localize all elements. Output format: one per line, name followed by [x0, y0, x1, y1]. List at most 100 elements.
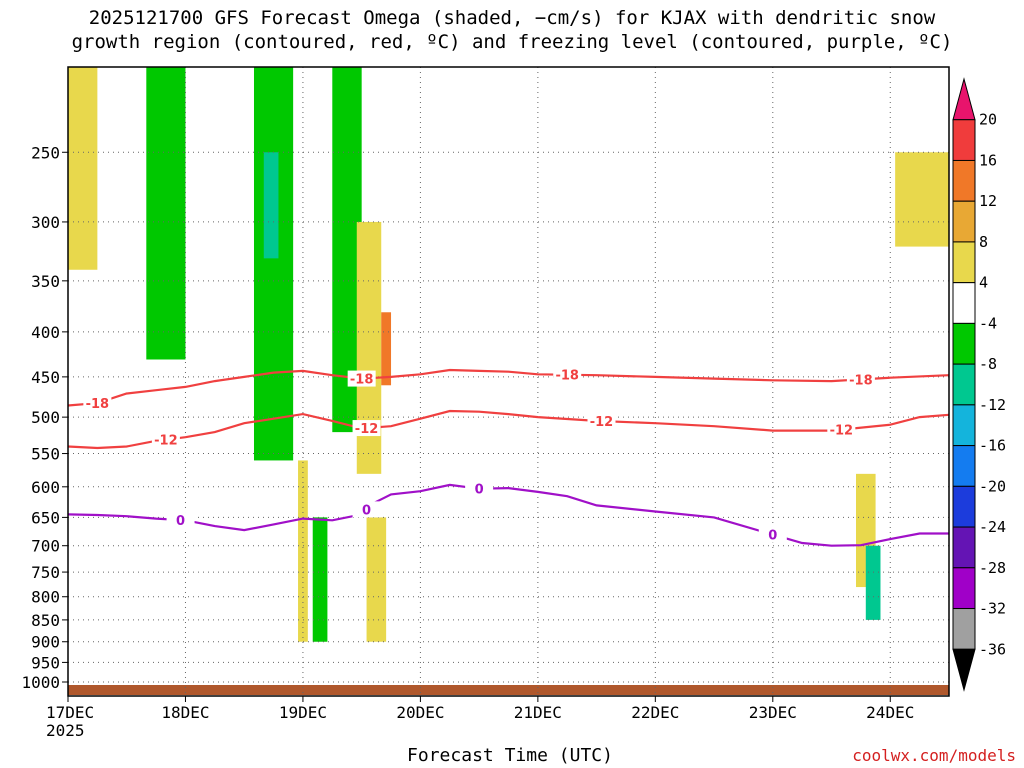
- contour-label-bg-1-1: [352, 420, 381, 437]
- y-tick-label-1: 300: [31, 213, 60, 232]
- colorbar-label-5: -4: [979, 314, 997, 332]
- x-tick-label-7: 24DEC: [866, 703, 914, 722]
- contour-label-2-3: 0: [768, 529, 777, 544]
- colorbar-label-11: -28: [979, 559, 1006, 577]
- omega-region-9: [366, 517, 387, 642]
- colorbar-swatch-8: [952, 404, 976, 447]
- omega-region-0: [68, 67, 98, 270]
- temperature-contours: -18 -18 -18 -18 -12 -12 -12 -12 0 0 0 0: [67, 366, 950, 547]
- colorbar-swatch-7: [952, 363, 976, 406]
- grid-lines: [67, 67, 949, 696]
- contour-label-1-3: -12: [830, 424, 854, 439]
- colorbar-label-13: -36: [979, 640, 1006, 658]
- y-tick-label-14: 950: [31, 653, 60, 672]
- x-tick-label-3: 20DEC: [396, 703, 444, 722]
- omega-region-3: [263, 152, 279, 259]
- colorbar-label-1: 16: [979, 151, 997, 169]
- y-tick-label-12: 850: [31, 611, 60, 630]
- plot-frame: [67, 66, 950, 697]
- y-tick-label-11: 800: [31, 588, 60, 607]
- contour-label-bg-1-2: [587, 413, 616, 430]
- x-tick-label-0: 17DEC: [46, 703, 94, 722]
- contour-label-0-1: -18: [350, 373, 374, 388]
- y-tick-label-6: 550: [31, 445, 60, 464]
- y-tick-label-7: 600: [31, 478, 60, 497]
- colorbar-swatch-2: [952, 159, 976, 202]
- title-line-2: growth region (contoured, red, ºC) and f…: [71, 31, 953, 53]
- omega-shading: [68, 67, 949, 695]
- contour-label-bg-2-1: [352, 501, 381, 518]
- colorbar-swatch-6: [952, 322, 976, 365]
- x-tick-label-5: 22DEC: [631, 703, 679, 722]
- contour-label-bg-0-1: [347, 370, 376, 387]
- colorbar-label-4: 4: [979, 274, 988, 292]
- y-tick-label-2: 350: [31, 272, 60, 291]
- colorbar: 20 16 12 8 4 -4 -8 -12 -16 -20 -24 -28 -32 -36: [952, 77, 1006, 692]
- contour-label-1-0: -12: [154, 434, 178, 449]
- contour-label-2-2: 0: [475, 483, 484, 498]
- contour-label-bg-0-3: [846, 371, 875, 388]
- contour-line--12: [67, 409, 950, 450]
- colorbar-label-10: -24: [979, 518, 1006, 536]
- colorbar-bottom-arrow: [952, 648, 976, 692]
- omega-region-8: [381, 312, 392, 386]
- y-tick-label-10: 750: [31, 563, 60, 582]
- colorbar-swatch-5: [952, 282, 976, 324]
- title-line-1: 2025121700 GFS Forecast Omega (shaded, −…: [88, 7, 936, 29]
- y-tick-label-15: 1000: [21, 673, 60, 692]
- colorbar-label-2: 12: [979, 192, 997, 210]
- chart-title: 2025121700 GFS Forecast Omega (shaded, −…: [0, 6, 1024, 54]
- contour-label-bg-0-2: [553, 366, 582, 383]
- contour-label-2-1: 0: [362, 503, 371, 518]
- omega-region-10: [895, 152, 949, 247]
- x-tick-label-6: 23DEC: [749, 703, 797, 722]
- y-tick-label-9: 700: [31, 537, 60, 556]
- contour-label-0-3: -18: [849, 373, 873, 388]
- contour-label-bg-2-0: [166, 512, 195, 529]
- colorbar-label-6: -8: [979, 355, 997, 373]
- omega-region-12: [865, 545, 881, 620]
- credit-text: coolwx.com/models: [852, 746, 1016, 765]
- contour-label-bg-2-3: [758, 526, 787, 543]
- x-tick-label-1: 18DEC: [161, 703, 209, 722]
- contour-label-bg-0-0: [83, 395, 112, 412]
- contour-label-bg-1-0: [151, 431, 180, 448]
- colorbar-swatch-10: [952, 485, 976, 528]
- colorbar-label-12: -32: [979, 600, 1006, 618]
- omega-region-1: [146, 67, 186, 360]
- x-tick-label-2: 19DEC: [279, 703, 327, 722]
- y-tick-label-8: 650: [31, 508, 60, 527]
- x-axis-label: Forecast Time (UTC): [407, 745, 613, 766]
- contour-label-bg-2-2: [465, 480, 494, 497]
- colorbar-label-7: -12: [979, 396, 1006, 414]
- contour-label-0-0: -18: [86, 397, 110, 412]
- colorbar-swatch-1: [952, 119, 976, 161]
- contour-label-0-2: -18: [555, 369, 579, 384]
- colorbar-swatch-11: [952, 526, 976, 569]
- contour-label-bg-1-3: [827, 421, 856, 438]
- colorbar-label-9: -20: [979, 477, 1006, 495]
- colorbar-swatch-13: [952, 608, 976, 650]
- x-tick-label-4: 21DEC: [514, 703, 562, 722]
- contour-label-1-1: -12: [355, 422, 379, 437]
- y-tick-label-13: 900: [31, 633, 60, 652]
- y-tick-label-4: 450: [31, 368, 60, 387]
- omega-region-2: [253, 67, 294, 461]
- colorbar-swatch-4: [952, 241, 976, 284]
- y-tick-label-0: 250: [31, 143, 60, 162]
- colorbar-swatch-3: [952, 200, 976, 243]
- colorbar-swatch-12: [952, 567, 976, 610]
- colorbar-label-8: -16: [979, 437, 1006, 455]
- y-tick-label-3: 400: [31, 323, 60, 342]
- colorbar-label-0: 20: [979, 111, 997, 129]
- colorbar-top-arrow: [952, 77, 976, 121]
- y-axis-ticks: 250 300 350 400 450 500 550 600 650 700 750 800 850 9…: [21, 143, 68, 692]
- x-start-year: 2025: [46, 721, 85, 740]
- y-tick-label-5: 500: [31, 408, 60, 427]
- x-axis-ticks: 17DEC 18DEC 19DEC 20DEC 21DEC 22DEC 23DEC 24DEC…: [46, 696, 914, 740]
- omega-region-4: [298, 460, 308, 642]
- colorbar-swatch-9: [952, 445, 976, 487]
- contour-line--18: [67, 368, 950, 407]
- surface-strip: [68, 685, 949, 695]
